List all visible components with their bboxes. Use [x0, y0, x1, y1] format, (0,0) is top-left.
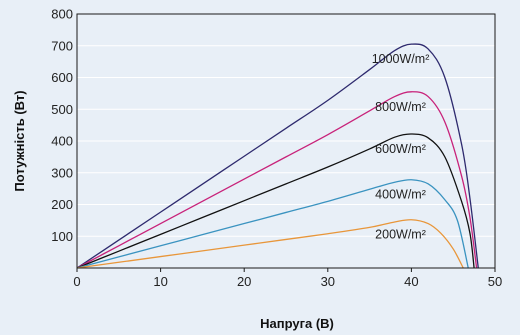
x-tick-label: 20 — [237, 274, 251, 289]
series-label: 200W/m² — [375, 228, 426, 242]
series-label: 800W/m² — [375, 100, 426, 114]
series-label: 1000W/m² — [372, 52, 430, 66]
series-label: 600W/m² — [375, 142, 426, 156]
series-line — [76, 133, 475, 269]
series-line — [76, 219, 464, 269]
series-line — [76, 91, 478, 269]
x-axis-ticks: 0 10 20 30 40 50 — [73, 268, 502, 289]
x-tick-label: 0 — [73, 274, 80, 289]
y-tick-label: 700 — [51, 38, 73, 53]
series-labels: 1000W/m² 800W/m² 600W/m² 400W/m² 200W/m² — [372, 52, 430, 242]
y-tick-label: 100 — [51, 229, 73, 244]
x-axis-title: Напруга (В) — [260, 316, 334, 331]
y-axis-title: Потужність (Вт) — [12, 90, 27, 191]
grid-lines — [77, 45, 495, 237]
plot-frame — [76, 13, 496, 269]
y-tick-label: 300 — [51, 165, 73, 180]
x-tick-label: 50 — [488, 274, 502, 289]
y-tick-label: 600 — [51, 70, 73, 85]
y-tick-label: 800 — [51, 7, 73, 22]
series-label: 400W/m² — [375, 188, 426, 202]
series-line — [76, 43, 479, 269]
series-line — [76, 179, 469, 269]
x-tick-label: 40 — [404, 274, 418, 289]
y-tick-label: 200 — [51, 197, 73, 212]
y-tick-label: 400 — [51, 134, 73, 149]
series-curves — [76, 43, 479, 269]
y-tick-label: 500 — [51, 102, 73, 117]
x-tick-label: 30 — [321, 274, 335, 289]
y-axis-ticks: 100 200 300 400 500 600 700 800 — [51, 7, 73, 244]
x-tick-label: 10 — [153, 274, 167, 289]
